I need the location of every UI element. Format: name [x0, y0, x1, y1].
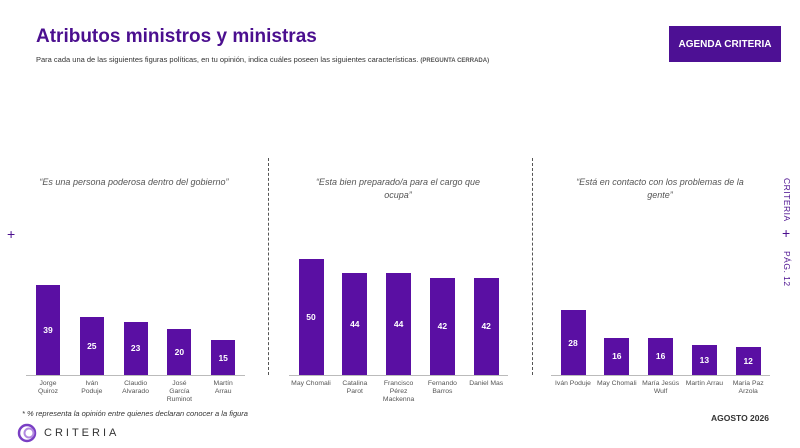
bar [79, 317, 104, 375]
side-brand: CRITERIA [782, 178, 792, 222]
value-label: 16 [655, 351, 666, 362]
category-label: Claudio Alvarado [122, 380, 149, 395]
bar [342, 272, 368, 375]
subtitle: Para cada una de las siguientes figuras … [36, 55, 419, 64]
value-label: 23 [130, 343, 141, 354]
panel-title: “Está en contacto con los problemas de l… [576, 177, 744, 200]
subtitle-line: Para cada una de las siguientes figuras … [36, 55, 489, 64]
bar [473, 277, 499, 375]
bar [560, 310, 586, 375]
bar [648, 337, 674, 375]
category-label: María Paz Arzola [732, 380, 764, 395]
bar [386, 272, 412, 375]
category-label: José García Ruminot [166, 380, 193, 403]
value-label: 20 [174, 346, 185, 357]
value-label: 13 [699, 354, 710, 365]
footnote: * % representa la opinión entre quienes … [22, 409, 248, 418]
plus-icon: + [782, 225, 791, 241]
category-label: Francisco Pérez Mackenna [382, 380, 415, 403]
value-label: 42 [437, 321, 448, 332]
category-label: Jorge Quiroz [37, 380, 59, 395]
bar [429, 277, 455, 375]
value-label: 39 [43, 324, 53, 335]
category-label: Daniel Mas [469, 380, 504, 387]
value-label: 16 [612, 351, 622, 362]
panel-title: “Es una persona poderosa dentro del gobi… [39, 177, 229, 187]
side-page: PÁG. 12 [782, 251, 792, 287]
category-label: Iván Poduje [555, 380, 591, 387]
category-label: María Jesús Wulf [642, 380, 680, 395]
value-label: 44 [393, 318, 404, 329]
logo-text: CRITERIA [44, 427, 120, 439]
value-label: 12 [743, 356, 753, 367]
category-label: Catalina Parot [342, 380, 368, 395]
baseline [26, 375, 246, 376]
baseline [551, 375, 771, 376]
date: AGOSTO 2026 [711, 413, 769, 423]
title: Atributos ministros y ministras [36, 26, 317, 47]
value-label: 15 [218, 352, 228, 363]
category-label: Martín Arrau [213, 380, 233, 395]
bar [167, 328, 192, 375]
bar [211, 340, 236, 375]
subtitle-note: (PREGUNTA CERRADA) [420, 58, 490, 64]
bar [691, 344, 717, 375]
bar [604, 337, 630, 375]
bar [36, 284, 60, 375]
value-label: 28 [568, 337, 578, 348]
baseline [289, 375, 509, 376]
category-label: May Chomali [291, 380, 331, 387]
plus-icon: + [7, 226, 16, 242]
panel-title: “Esta bien preparado/a para el cargo que… [315, 177, 481, 200]
badge: AGENDA CRITERIA [669, 26, 781, 62]
value-label: 44 [350, 318, 360, 329]
value-label: 42 [481, 321, 491, 332]
logo-icon [17, 423, 37, 443]
divider [532, 158, 533, 375]
bar [735, 347, 761, 375]
category-label: Iván Poduje [81, 380, 103, 395]
bar [298, 259, 324, 375]
category-label: May Chomali [596, 380, 637, 387]
value-label: 50 [306, 312, 316, 322]
bar [123, 321, 148, 375]
divider [268, 158, 269, 375]
category-label: Fernando Barros [427, 380, 457, 395]
category-label: Martín Arrau [685, 380, 724, 387]
value-label: 25 [87, 341, 97, 351]
